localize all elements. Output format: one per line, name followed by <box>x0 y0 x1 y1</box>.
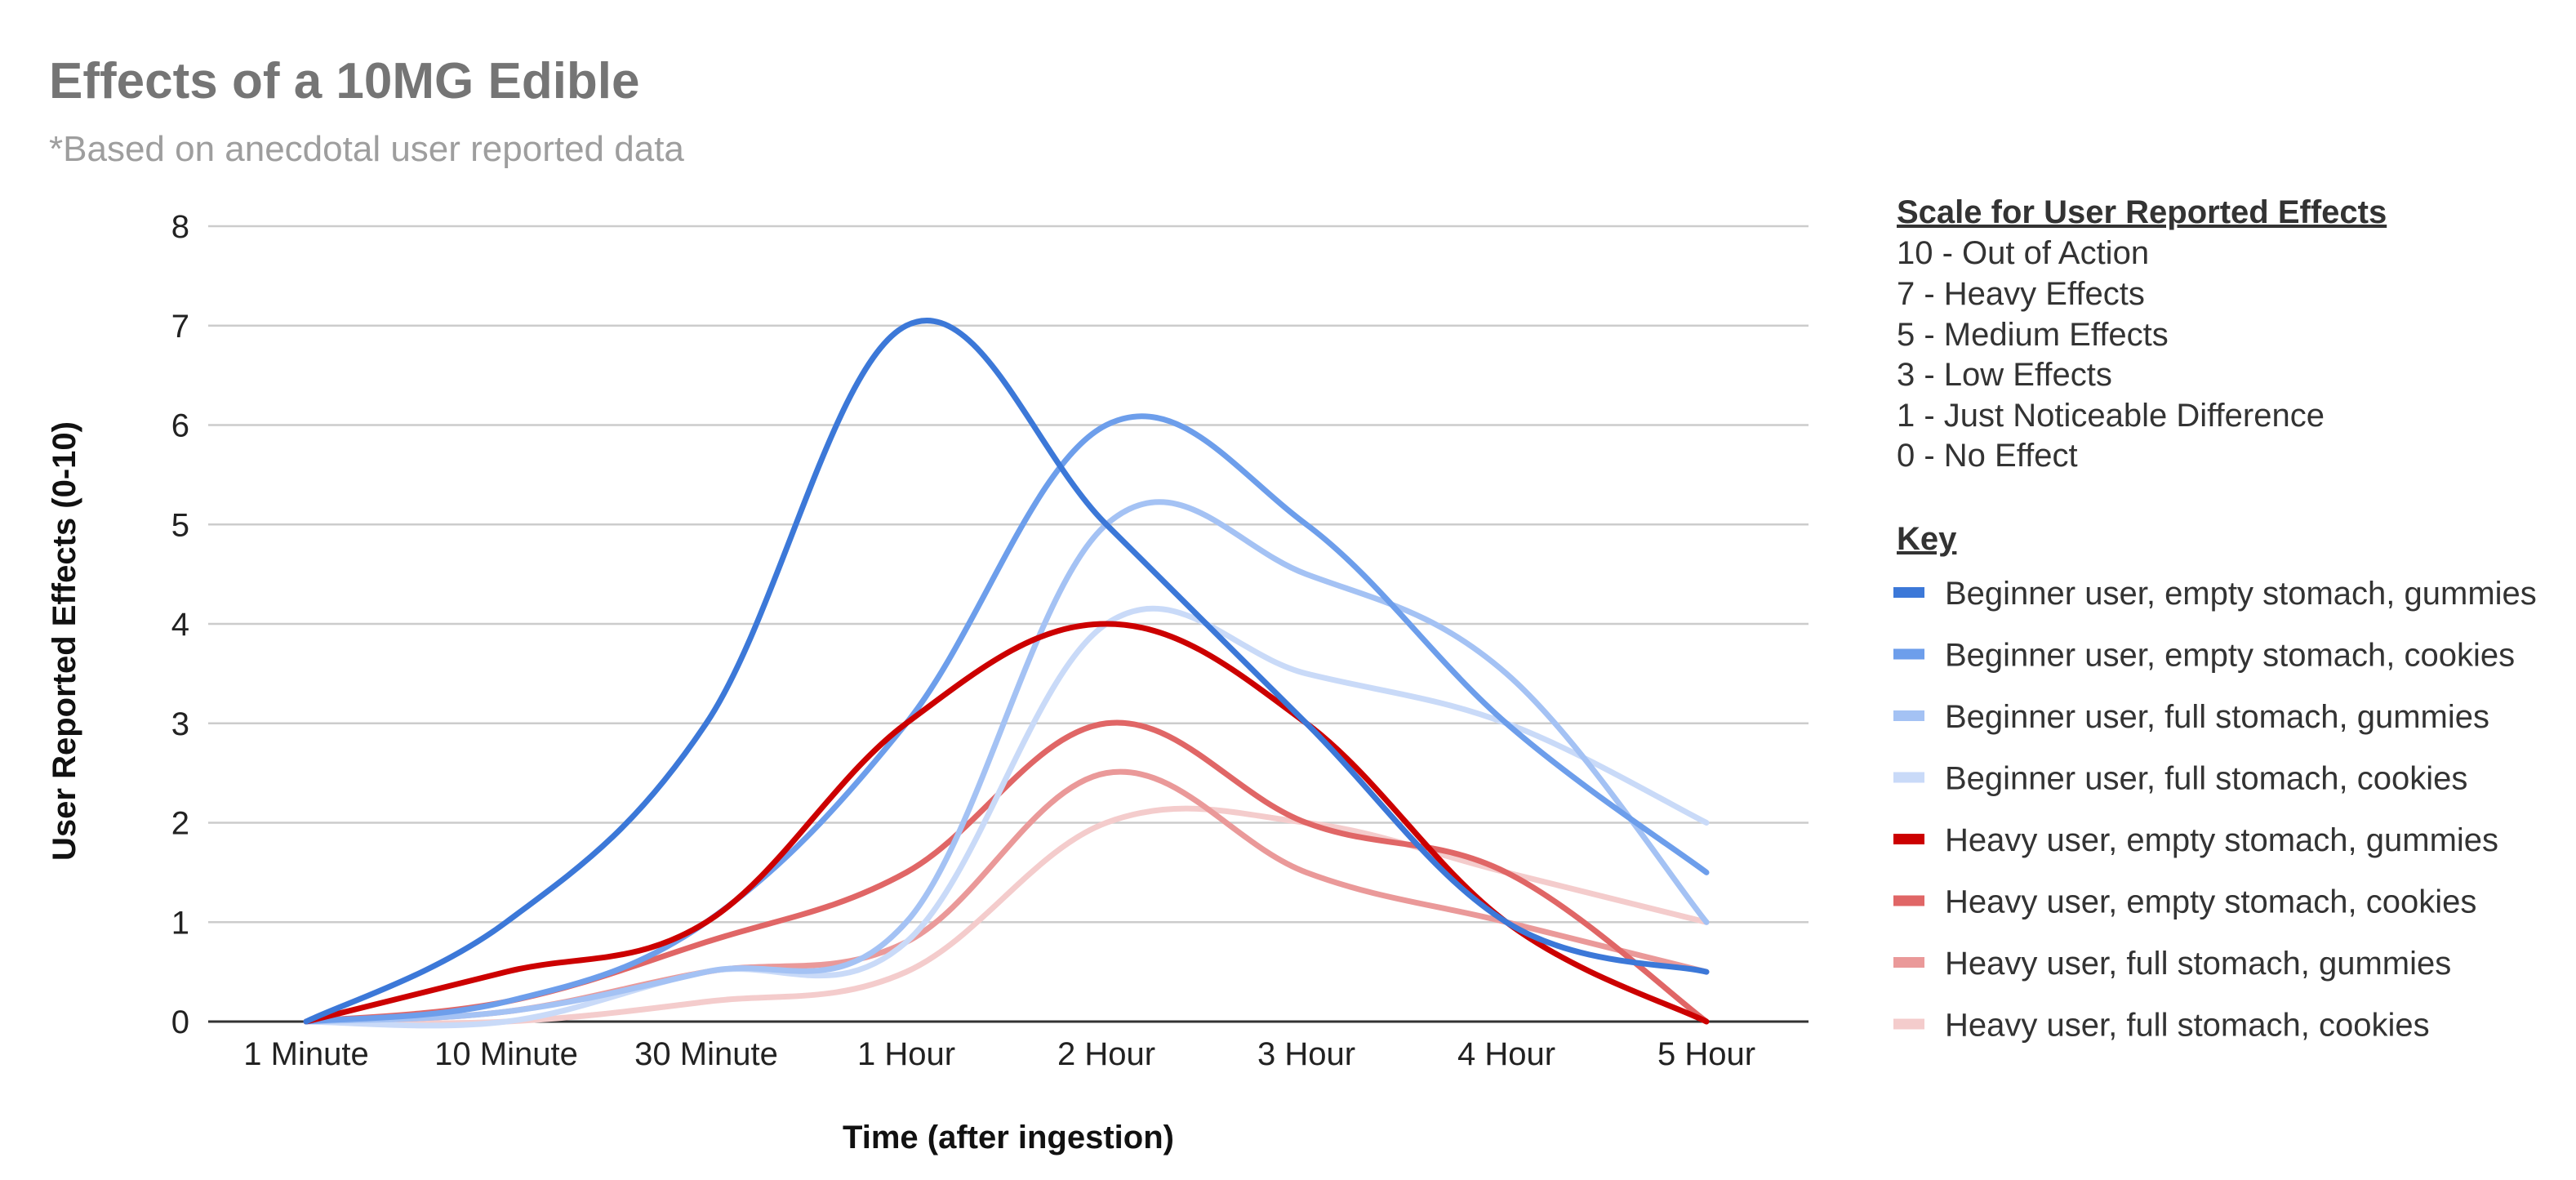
chart-subtitle: *Based on anecdotal user reported data <box>49 129 684 169</box>
key-heading: Key <box>1897 521 1957 557</box>
legend: Beginner user, empty stomach, gummies Beg… <box>1893 576 2537 1044</box>
series-line <box>303 621 1710 1025</box>
legend-swatch <box>1893 772 1924 783</box>
x-tick-label: 3 Hour <box>1257 1036 1355 1072</box>
series-lines <box>303 318 1710 1029</box>
legend-label: Beginner user, empty stomach, gummies <box>1945 576 2537 612</box>
legend-label: Heavy user, empty stomach, gummies <box>1945 822 2498 858</box>
legend-swatch <box>1893 1018 1924 1030</box>
x-tick-label: 2 Hour <box>1057 1036 1155 1072</box>
y-tick-label: 7 <box>171 309 189 345</box>
x-tick-label: 4 Hour <box>1457 1036 1555 1072</box>
y-tick-label: 3 <box>171 706 189 742</box>
scale-panel: Scale for User Reported Effects 10 - Out… <box>1897 194 2387 474</box>
scale-item: 3 - Low Effects <box>1897 357 2112 393</box>
scale-item: 7 - Heavy Effects <box>1897 276 2145 312</box>
x-tick-label: 30 Minute <box>634 1036 778 1072</box>
y-axis-ticks: 0 1 2 3 4 5 6 7 8 <box>171 209 189 1040</box>
scale-item: 10 - Out of Action <box>1897 235 2149 271</box>
legend-label: Beginner user, full stomach, gummies <box>1945 699 2489 735</box>
series-line <box>303 499 1710 1025</box>
y-tick-label: 2 <box>171 806 189 842</box>
x-tick-label: 1 Minute <box>243 1036 368 1072</box>
legend-swatch <box>1893 895 1924 906</box>
x-tick-label: 10 Minute <box>434 1036 578 1072</box>
x-tick-label: 5 Hour <box>1657 1036 1755 1072</box>
series-line <box>303 413 1710 1025</box>
legend-label: Heavy user, full stomach, gummies <box>1945 946 2451 982</box>
legend-swatch <box>1893 710 1924 721</box>
y-tick-label: 4 <box>171 607 189 643</box>
scale-item: 1 - Just Noticeable Difference <box>1897 398 2325 434</box>
series-line <box>303 805 1710 1026</box>
x-axis-title: Time (after ingestion) <box>843 1120 1174 1156</box>
legend-label: Beginner user, empty stomach, cookies <box>1945 638 2515 674</box>
legend-swatch <box>1893 648 1924 660</box>
y-axis-title: User Reported Effects (0-10) <box>47 421 82 861</box>
y-tick-label: 6 <box>171 408 189 444</box>
scale-heading: Scale for User Reported Effects <box>1897 194 2387 230</box>
key-panel: Key Beginner user, empty stomach, gummie… <box>1893 521 2537 1044</box>
chart-title: Effects of a 10MG Edible <box>49 53 640 109</box>
y-tick-label: 0 <box>171 1004 189 1040</box>
legend-swatch <box>1893 587 1924 598</box>
legend-swatch <box>1893 834 1924 844</box>
series-line <box>303 318 1710 1025</box>
legend-label: Beginner user, full stomach, cookies <box>1945 761 2467 797</box>
legend-label: Heavy user, empty stomach, cookies <box>1945 884 2476 920</box>
x-tick-label: 1 Hour <box>857 1036 955 1072</box>
series-line <box>303 605 1710 1029</box>
scale-item: 5 - Medium Effects <box>1897 317 2169 353</box>
scale-item: 0 - No Effect <box>1897 438 2078 474</box>
gridlines <box>208 225 1809 1023</box>
y-tick-label: 1 <box>171 905 189 941</box>
x-axis-ticks: 1 Minute 10 Minute 30 Minute 1 Hour 2 Hour 3 … <box>243 1036 1755 1072</box>
y-tick-label: 5 <box>171 507 189 543</box>
legend-swatch <box>1893 957 1924 968</box>
legend-label: Heavy user, full stomach, cookies <box>1945 1008 2430 1044</box>
y-tick-label: 8 <box>171 209 189 245</box>
